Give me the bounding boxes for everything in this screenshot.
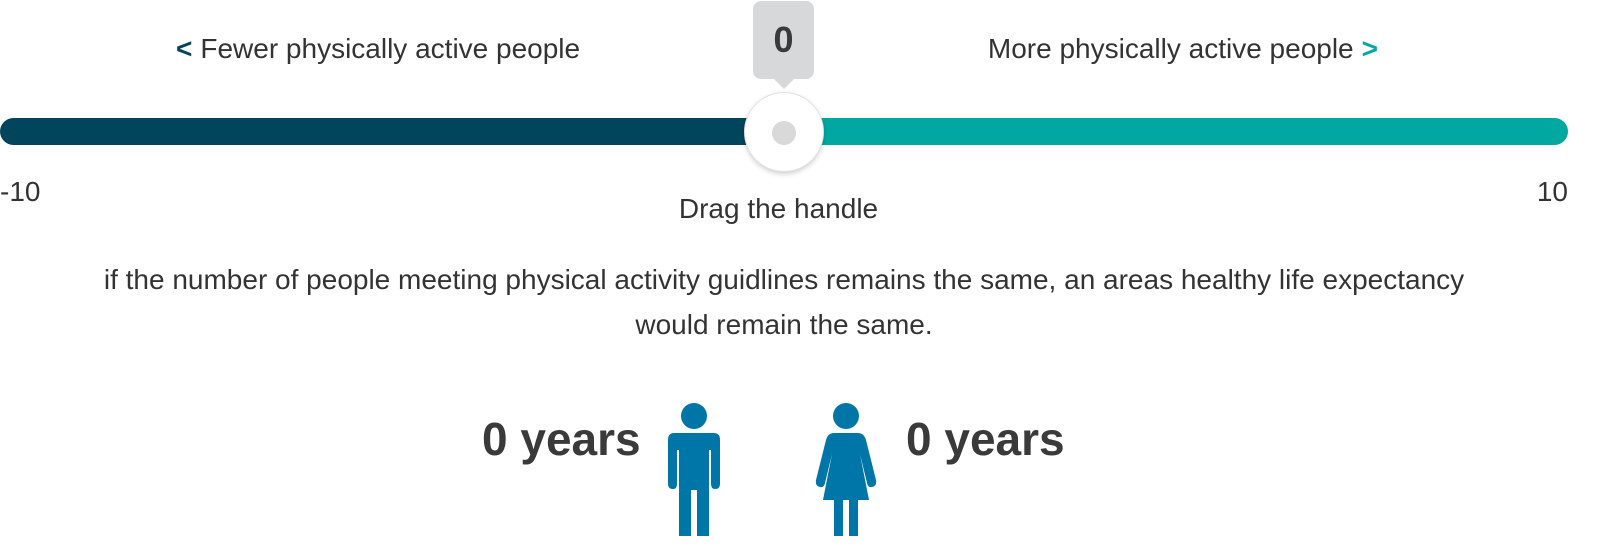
male-person-icon — [668, 403, 720, 536]
slider-value-tooltip: 0 — [753, 1, 814, 79]
male-years-value: 0 years — [482, 413, 641, 465]
chevron-left-icon: < — [176, 33, 193, 64]
drag-hint: Drag the handle — [678, 193, 879, 224]
result-description: if the number of people meeting physical… — [103, 264, 1465, 340]
slider-min-label: -10 — [0, 176, 41, 207]
fewer-active-label: < Fewer physically active people — [176, 33, 580, 65]
female-years-value: 0 years — [906, 413, 1065, 465]
more-active-text: More physically active people — [987, 33, 1354, 64]
more-active-label: More physically active people > — [988, 33, 1378, 65]
chevron-right-icon: > — [1361, 33, 1378, 64]
fewer-active-text: Fewer physically active people — [200, 33, 581, 64]
slider-max-label: 10 — [1536, 176, 1568, 207]
handle-grip-dot — [772, 121, 796, 145]
slider-track-decrease[interactable] — [0, 118, 800, 145]
slider-track-increase[interactable] — [770, 118, 1568, 145]
slider-handle[interactable] — [745, 93, 823, 171]
female-person-icon — [815, 403, 877, 536]
